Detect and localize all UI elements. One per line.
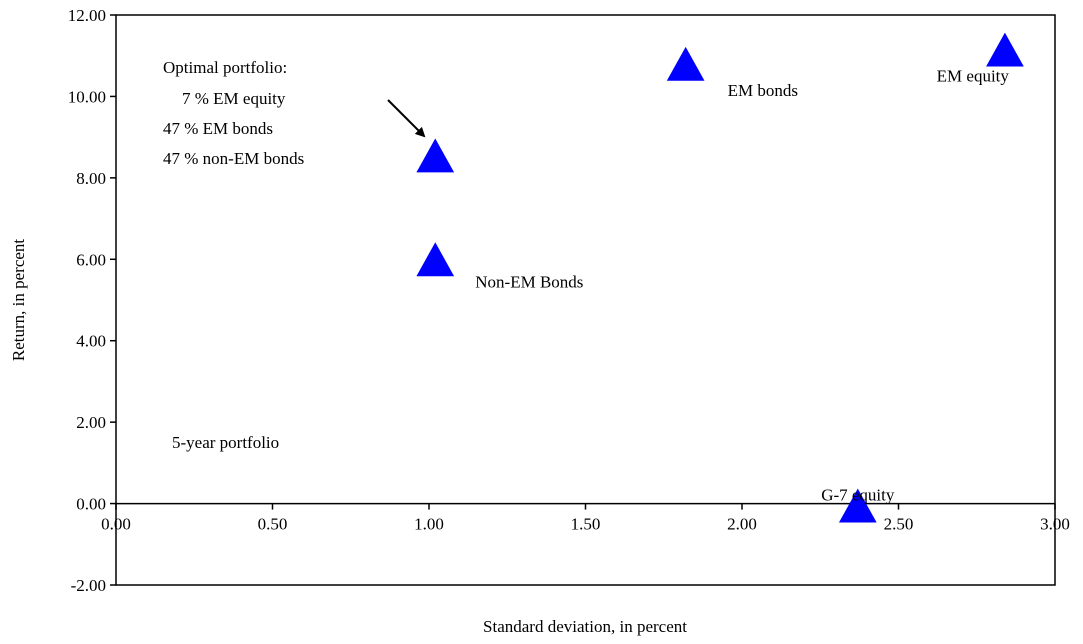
y-axis-ticks: 12.00 10.00 8.00 6.00 4.00 2.00 0.00 -2.00 — [68, 6, 116, 595]
data-point-label: Non-EM Bonds — [475, 272, 583, 291]
y-tick-label: 6.00 — [76, 250, 106, 269]
y-tick-label: 4.00 — [76, 332, 106, 351]
x-axis-title: Standard deviation, in percent — [483, 617, 687, 636]
data-point-triangle — [986, 32, 1024, 67]
optimal-arrow — [387, 99, 426, 138]
x-tick-label: 1.00 — [414, 515, 444, 534]
x-tick-label: 2.00 — [727, 515, 757, 534]
y-tick-label: 8.00 — [76, 169, 106, 188]
optimal-portfolio-annotation: Optimal portfolio: 7 % EM equity 47 % EM… — [163, 58, 426, 168]
y-tick-label: 0.00 — [76, 495, 106, 514]
y-tick-label: 12.00 — [68, 6, 106, 25]
data-point-label: EM bonds — [728, 81, 798, 100]
five-year-portfolio-note: 5-year portfolio — [172, 433, 279, 452]
plot-area — [115, 14, 1056, 586]
data-point-triangle — [416, 242, 455, 277]
data-points: Non-EM Bonds EM bonds EM equity G-7 equity — [416, 32, 1024, 523]
data-point-label: EM equity — [937, 67, 1010, 86]
y-tick-label: -2.00 — [71, 576, 106, 595]
optimal-line-non-em-bonds: 47 % non-EM bonds — [163, 149, 304, 168]
y-axis-title: Return, in percent — [9, 239, 28, 362]
data-point-triangle — [666, 46, 705, 81]
optimal-line-em-bonds: 47 % EM bonds — [163, 119, 273, 138]
y-tick-label: 2.00 — [76, 413, 106, 432]
x-tick-label: 0.50 — [258, 515, 288, 534]
x-tick-label: 1.50 — [571, 515, 601, 534]
data-point-label: G-7 equity — [821, 486, 895, 505]
y-tick-label: 10.00 — [68, 87, 106, 106]
x-tick-label: 2.50 — [884, 515, 914, 534]
x-axis: 0.00 0.50 1.00 1.50 2.00 2.50 3.00 — [101, 502, 1070, 534]
optimal-line-em-equity: 7 % EM equity — [182, 89, 286, 108]
x-tick-label: 0.00 — [101, 515, 131, 534]
optimal-portfolio-title: Optimal portfolio: — [163, 58, 287, 77]
x-tick-label: 3.00 — [1040, 515, 1070, 534]
data-point-triangle — [416, 138, 455, 173]
data-point-triangle — [838, 488, 877, 523]
